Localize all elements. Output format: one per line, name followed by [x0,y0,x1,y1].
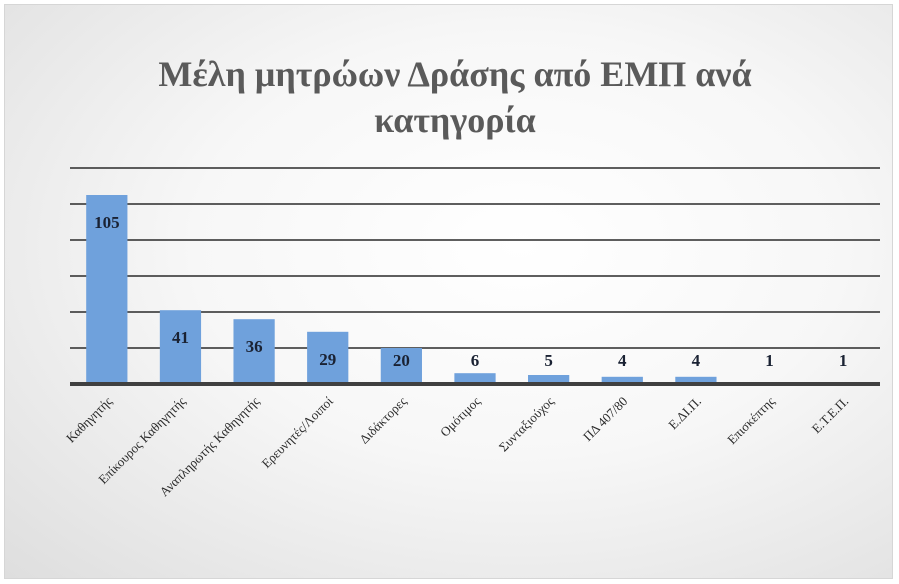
bar [454,373,496,384]
bar [233,319,275,384]
bar [528,375,570,384]
data-label: 4 [692,351,701,370]
gridlines [70,167,880,349]
x-tick-label: ΠΔ 407/80 [580,394,630,444]
data-label: 5 [544,351,553,370]
data-label: 105 [94,213,120,232]
x-tick-label: Επισκέπτης [724,393,778,447]
data-label: 41 [172,328,189,347]
bar [675,376,717,384]
x-tick-label: Ερευνητές/Λοιποί [258,393,336,471]
x-tick-label: Ε.ΔΙ.Π. [665,394,704,433]
x-tick-label: Ε.Τ.Ε.Π. [809,394,852,437]
x-tick-label: Ομότιμος [437,393,484,440]
data-label: 1 [765,351,774,370]
bar [307,331,349,384]
bar [380,348,422,384]
data-label: 36 [246,337,263,356]
bars [86,195,864,384]
data-label: 1 [839,351,848,370]
x-tick-label: Συνταξιούχος [496,393,558,455]
chart-title: Μέλη μητρώων Δράσης από ΕΜΠ ανά κατηγορί… [158,54,752,140]
data-label: 6 [471,351,480,370]
bar [601,376,643,384]
x-tick-label: Καθηγητής [63,393,116,446]
x-tick-label: Διδάκτορες [356,393,410,447]
bar [86,195,128,384]
bar [159,310,202,384]
data-label: 4 [618,351,627,370]
data-label: 20 [393,351,410,370]
data-label: 29 [319,350,336,369]
chart-area: Μέλη μητρώων Δράσης από ΕΜΠ ανά κατηγορί… [4,4,893,579]
